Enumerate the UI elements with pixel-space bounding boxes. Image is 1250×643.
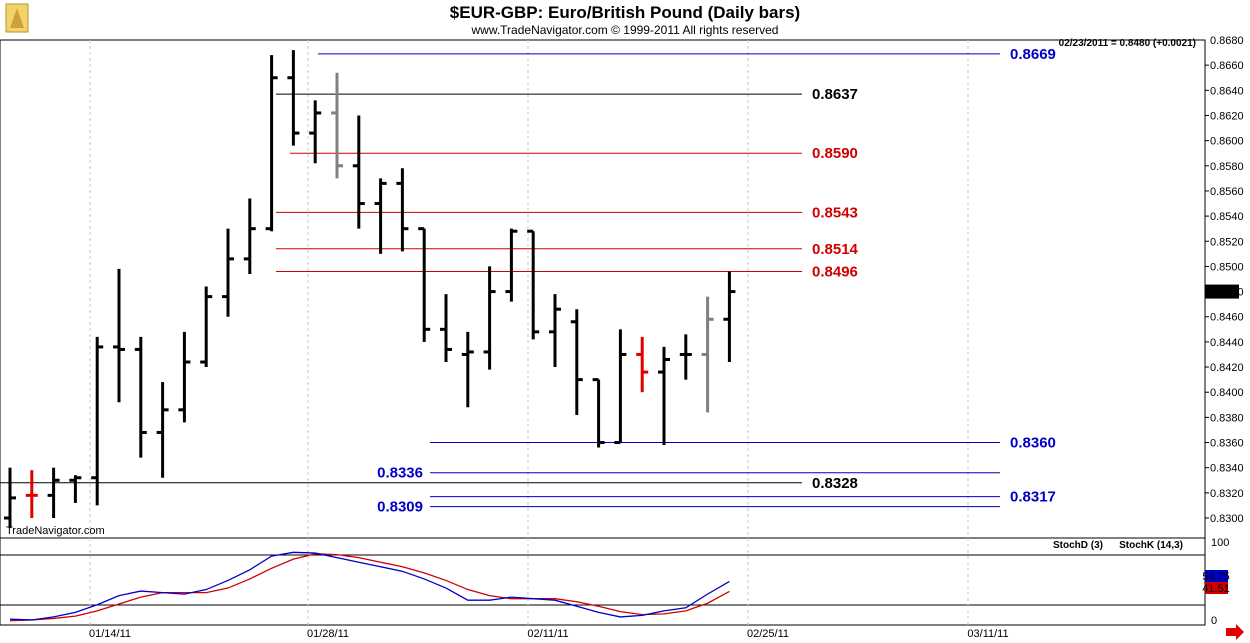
chart-title: $EUR-GBP: Euro/British Pound (Daily bars… [450,3,800,22]
date-gridlines [89,40,969,538]
date-label: 01/14/11 [89,628,131,640]
level-label: 0.8496 [812,263,858,280]
ohlc-bar [4,467,16,529]
date-label: 01/28/11 [307,628,349,640]
ohlc-bar [679,334,692,380]
ohlc-bar [243,198,256,274]
ohlc-bar [47,467,60,518]
price-axis: 0.8680 0.8660 0.8640 0.8620 0.8600 0.8580 0.85… [1204,35,1244,625]
price-tick-label: 0.8620 [1210,110,1244,122]
watermark: TradeNavigator.com [6,525,105,537]
level-label: 0.8514 [812,241,859,258]
price-tick-label: 0.8440 [1210,337,1244,349]
ohlc-bar [483,266,496,370]
level-label: 0.8309 [377,499,423,516]
ohlc-bar [222,228,234,317]
level-label: 0.8360 [1010,435,1056,452]
ohlc-bar [113,268,125,403]
stoch-k-value-badge: 54.75 [1202,570,1230,583]
last-price-label: 0.8480 [1205,287,1239,299]
quote-readout: 02/23/2011 = 0.8480 (+0.0021) [1059,38,1196,49]
date-label: 02/25/11 [747,628,789,640]
price-tick-label: 0.8420 [1210,362,1244,374]
level-label: 0.8543 [812,204,858,221]
date-axis: 01/14/11 01/28/11 02/11/11 02/25/11 03/11/11 [89,628,1009,640]
price-tick-label: 0.8500 [1210,261,1244,273]
price-tick-label: 0.8660 [1210,60,1244,72]
price-tick-label: 0.8640 [1210,85,1244,97]
price-tick-label: 0.8380 [1210,412,1244,424]
ohlc-bar [374,178,387,254]
ohlc-bar [91,336,104,506]
stoch-axis-max: 100 [1211,537,1229,549]
ohlc-bar [549,294,561,368]
ohlc-bar [178,331,191,423]
ohlc-bar [200,286,213,368]
price-tick-label: 0.8460 [1210,312,1244,324]
ohlc-bar [265,55,278,232]
stoch-k-line [9,551,730,621]
ohlc-bar [396,168,409,252]
price-tick-label: 0.8680 [1210,35,1244,47]
ohlc-bar [440,294,452,363]
stoch-d-line [9,553,730,622]
ohlc-bar [331,72,343,179]
level-label: 0.8328 [812,475,858,492]
price-tick-label: 0.8580 [1210,161,1244,173]
ohlc-bar [636,336,649,393]
ohlc-bar [418,227,431,342]
chart-subtitle: www.TradeNavigator.com © 1999-2011 All r… [471,23,779,37]
last-price-badge [1205,284,1239,299]
ohlc-bar [614,329,627,445]
date-label: 02/11/11 [527,628,568,640]
ohlc-bar [309,100,322,164]
stochastic-panel [0,537,1206,626]
ohlc-bar [134,336,147,458]
ohlc-bar [723,271,736,363]
ohlc-bar [352,115,365,229]
price-tick-label: 0.8360 [1210,438,1244,450]
stoch-k-value: 54.75 [1202,571,1230,583]
price-tick-label: 0.8320 [1210,488,1244,500]
price-tick-label: 0.8520 [1210,236,1244,248]
ohlc-bar [592,378,605,448]
level-label: 0.8317 [1010,489,1056,506]
ohlc-bar [570,309,583,415]
ohlc-bar [527,229,540,340]
level-label: 0.8669 [1010,46,1056,63]
stoch-d-value-badge: 41.51 [1202,582,1230,595]
ohlc-bar [701,296,714,413]
price-tick-label: 0.8560 [1210,186,1244,198]
ohlc-bar [658,346,670,446]
price-bars [4,50,736,529]
price-tick-label: 0.8540 [1210,211,1244,223]
scroll-right-arrow[interactable] [1226,624,1244,640]
level-label: 0.8637 [812,86,858,103]
ohlc-bar [25,470,38,518]
level-lines: 0.8669 0.8637 0.8590 0.8543 0.8514 0.8496 0.83… [0,46,1056,516]
date-label: 03/11/11 [967,628,1008,640]
level-label: 0.8590 [812,145,858,162]
price-tick-label: 0.8300 [1210,513,1244,525]
stoch-d-legend: StochD (3) [1053,540,1103,551]
price-tick-label: 0.8600 [1210,136,1244,148]
ohlc-bar [287,50,300,146]
level-label: 0.8336 [377,465,423,482]
price-tick-label: 0.8400 [1210,387,1244,399]
stoch-d-value: 41.51 [1202,583,1230,595]
price-panel [0,39,1206,539]
ohlc-bar [505,228,518,302]
stoch-axis-min: 0 [1211,615,1217,627]
ohlc-bar [69,475,82,503]
trade-navigator-logo [5,3,29,33]
price-tick-label: 0.8340 [1210,463,1244,475]
ohlc-bar [156,382,169,478]
ohlc-bar [461,331,474,408]
stoch-k-legend: StochK (14,3) [1119,540,1183,551]
